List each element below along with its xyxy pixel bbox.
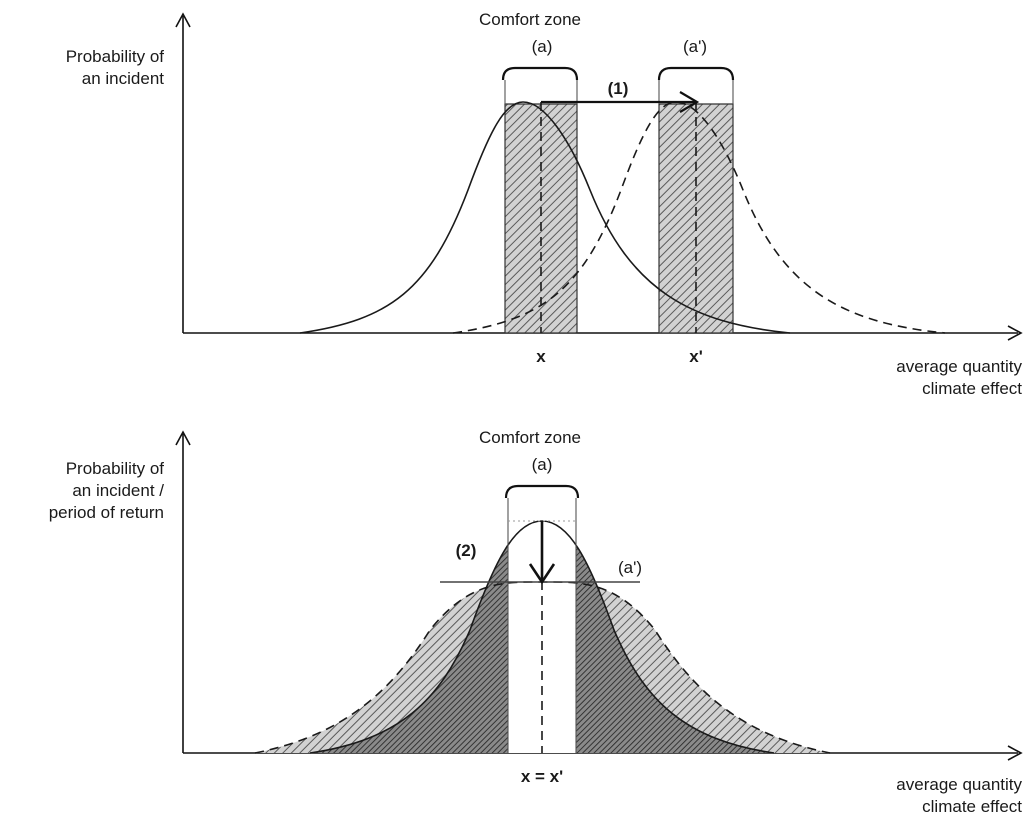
top-x-axis-label-line-2: climate effect (922, 379, 1022, 398)
bottom-reduction-label: (2) (456, 541, 477, 560)
bottom-reduction-arrowhead (528, 563, 556, 585)
top-panel: Comfort zone (a) (a') (1) Probability of… (66, 10, 1023, 398)
top-band-a-fill (504, 103, 578, 334)
bottom-x-axis-label-line-1: average quantity (896, 775, 1022, 794)
top-label-a: (a) (532, 37, 553, 56)
bottom-label-a: (a) (532, 455, 553, 474)
bottom-y-axis-label-line-1: Probability of (66, 459, 165, 478)
top-y-axis-arrowhead (175, 12, 191, 28)
top-tick-x: x (536, 347, 546, 366)
top-guide-lines (504, 80, 734, 104)
bottom-y-axis-label-line-3: period of return (49, 503, 164, 522)
bottom-label-a-prime: (a') (618, 558, 642, 577)
top-band-a-prime-fill (658, 103, 734, 334)
bottom-x-axis-arrowhead (1007, 745, 1023, 761)
top-dashed-curve (452, 101, 946, 334)
top-y-axis-label-line-2: an incident (82, 69, 165, 88)
bottom-y-axis-arrowhead (175, 430, 191, 446)
top-x-axis-label-line-1: average quantity (896, 357, 1022, 376)
bottom-band-edges (507, 498, 577, 753)
top-brace-a (501, 66, 579, 81)
top-comfort-zone-label: Comfort zone (479, 10, 581, 29)
top-solid-curve (299, 101, 791, 334)
top-shift-arrowhead (679, 91, 700, 113)
top-brace-a-prime (657, 66, 735, 81)
bottom-x-axis-label-line-2: climate effect (922, 797, 1022, 816)
bottom-y-axis-label-line-2: an incident / (72, 481, 164, 500)
bottom-brace-a (504, 484, 580, 499)
bottom-comfort-zone-label: Comfort zone (479, 428, 581, 447)
bottom-tick-x: x = x' (521, 767, 563, 786)
bottom-panel: Comfort zone (a) (a') (2) Probability of… (49, 428, 1023, 816)
top-x-axis-arrowhead (1007, 325, 1023, 341)
top-y-axis-label-line-1: Probability of (66, 47, 165, 66)
top-label-a-prime: (a') (683, 37, 707, 56)
top-tick-x-prime: x' (689, 347, 703, 366)
top-shift-label: (1) (608, 79, 629, 98)
